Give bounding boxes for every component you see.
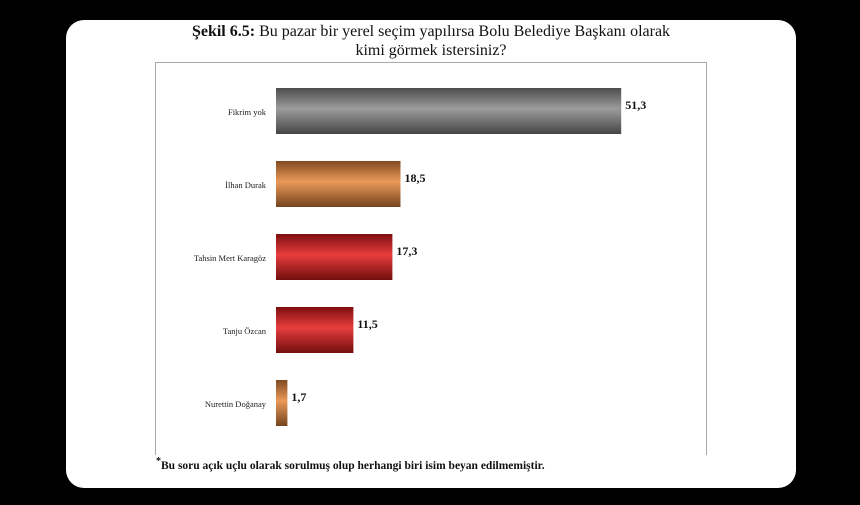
value-label: 17,3 [396,244,417,258]
bar-1 [276,161,401,207]
bar-2 [276,234,393,280]
value-label: 11,5 [357,317,377,331]
category-label: Nurettin Doğanay [205,399,267,409]
footnote-text: Bu soru açık uçlu olarak sorulmuş olup h… [161,459,545,472]
bar-0 [276,88,622,134]
figure-label: Şekil 6.5: [191,23,256,40]
bar-4 [276,380,288,426]
category-label: Tahsin Mert Karagöz [194,253,266,263]
chart-title: Şekil 6.5: Bu pazar bir yerel seçim yapı… [66,22,796,60]
category-label: Tanju Özcan [223,326,267,336]
value-label: 51,3 [625,98,646,112]
figure-card: Şekil 6.5: Bu pazar bir yerel seçim yapı… [66,20,796,488]
category-label: Fikrim yok [228,107,267,117]
plot-frame: Fikrim yok 51,3 İlhan Durak 18,5 Tahsin Mert… [155,62,707,455]
category-label: İlhan Durak [225,180,267,190]
value-label: 1,7 [291,390,306,404]
title-line-1: Bu pazar bir yerel seçim yapılırsa Bolu … [259,23,671,40]
title-line-2: kimi görmek istersiniz? [355,42,507,59]
bar-3 [276,307,354,353]
value-label: 18,5 [405,171,426,185]
footnote-marker: * [156,456,161,467]
bar-chart: Fikrim yok 51,3 İlhan Durak 18,5 Tahsin Mert… [194,88,646,426]
footnote: *Bu soru açık uçlu olarak sorulmuş olup … [156,456,545,472]
